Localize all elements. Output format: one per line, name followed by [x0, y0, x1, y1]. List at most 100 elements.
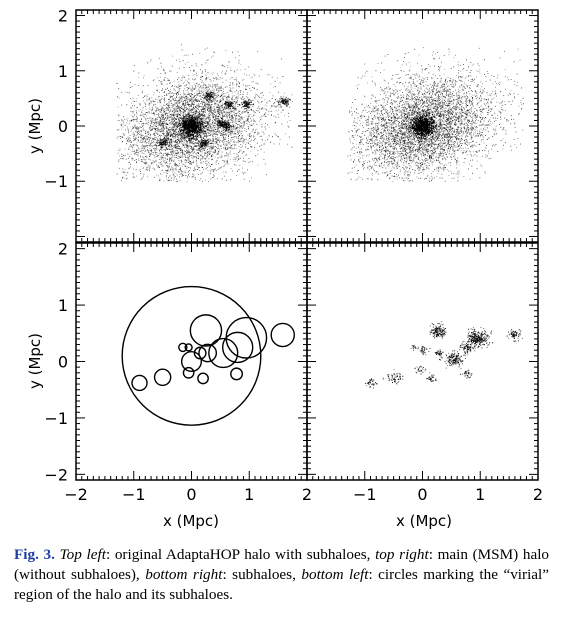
halo-particle — [215, 99, 217, 101]
halo-particle — [168, 179, 170, 181]
halo-particle — [203, 148, 205, 150]
halo-particle — [200, 106, 202, 107]
halo-particle — [158, 95, 160, 97]
halo-particle — [159, 178, 161, 180]
halo-particle — [187, 113, 189, 115]
halo-particle — [211, 109, 213, 111]
halo-particle — [145, 95, 147, 97]
halo-particle — [133, 168, 134, 170]
halo-particle — [152, 167, 154, 169]
halo-particle — [194, 83, 195, 85]
halo-particle — [222, 132, 224, 134]
core-particle — [188, 129, 190, 131]
halo-particle — [184, 104, 186, 106]
halo-particle — [179, 173, 181, 175]
halo-particle — [228, 112, 230, 113]
halo-particle — [250, 77, 252, 79]
halo-particle — [210, 104, 212, 105]
halo-particle — [167, 87, 168, 89]
halo-particle — [219, 140, 220, 142]
halo-particle — [241, 119, 243, 120]
halo-particle — [195, 98, 197, 100]
halo-particle — [264, 99, 266, 100]
halo-particle — [270, 83, 272, 85]
halo-particle — [229, 158, 231, 160]
halo-particle — [182, 163, 184, 165]
halo-particle — [208, 125, 210, 127]
halo-particle — [223, 88, 224, 90]
halo-particle — [199, 52, 201, 54]
halo-particle — [178, 151, 179, 153]
halo-particle — [185, 79, 187, 81]
halo-particle — [187, 151, 189, 153]
halo-particle — [123, 171, 125, 173]
halo-particle — [170, 116, 171, 118]
halo-particle — [132, 145, 134, 147]
halo-particle — [208, 101, 210, 103]
halo-particle — [224, 138, 226, 140]
halo-particle — [239, 113, 240, 114]
halo-particle — [181, 121, 183, 123]
halo-particle — [221, 64, 223, 66]
halo-particle — [151, 129, 152, 131]
halo-particle — [191, 65, 193, 67]
core-particle — [199, 123, 201, 125]
halo-particle — [212, 154, 214, 156]
halo-particle — [220, 133, 222, 135]
halo-particle — [153, 104, 155, 106]
halo-particle — [165, 89, 167, 90]
halo-particle — [216, 115, 218, 117]
halo-particle — [161, 157, 163, 158]
halo-particle — [281, 58, 282, 60]
halo-particle — [225, 163, 227, 165]
halo-particle — [250, 136, 252, 138]
halo-particle — [131, 158, 133, 160]
halo-particle — [160, 83, 162, 85]
halo-particle — [160, 117, 161, 119]
halo-particle — [209, 85, 211, 87]
halo-particle — [232, 148, 234, 149]
halo-particle — [155, 161, 157, 163]
halo-particle — [192, 162, 194, 163]
halo-particle — [164, 113, 166, 115]
halo-particle — [194, 137, 195, 139]
halo-particle — [176, 153, 177, 155]
halo-particle — [227, 132, 228, 134]
halo-particle — [206, 116, 208, 118]
halo-particle — [176, 142, 178, 144]
halo-particle — [207, 116, 209, 118]
halo-particle — [221, 95, 223, 97]
halo-particle — [162, 165, 164, 167]
halo-particle — [190, 110, 191, 111]
halo-particle — [204, 125, 206, 126]
halo-particle — [203, 105, 204, 107]
halo-particle — [223, 99, 225, 101]
halo-particle — [187, 87, 189, 89]
halo-particle — [249, 140, 251, 142]
halo-particle — [205, 106, 207, 108]
halo-particle — [182, 137, 184, 138]
halo-particle — [179, 140, 181, 142]
halo-particle — [273, 103, 275, 105]
halo-particle — [257, 150, 259, 152]
halo-particle — [128, 129, 129, 131]
halo-particle — [193, 79, 195, 81]
halo-particle — [208, 122, 210, 124]
halo-particle — [193, 156, 195, 158]
halo-particle — [185, 95, 186, 97]
halo-particle — [185, 93, 187, 95]
halo-particle — [145, 149, 146, 151]
halo-particle — [166, 130, 168, 132]
halo-particle — [206, 126, 208, 127]
halo-particle — [177, 108, 179, 109]
halo-particle — [159, 150, 161, 152]
halo-particle — [200, 151, 202, 153]
halo-particle — [184, 138, 186, 140]
halo-particle — [118, 115, 119, 117]
halo-particle — [179, 164, 181, 166]
halo-particle — [204, 155, 206, 156]
halo-particle — [222, 118, 224, 120]
halo-particle — [261, 139, 263, 140]
halo-particle — [182, 96, 184, 98]
halo-particle — [228, 60, 230, 62]
